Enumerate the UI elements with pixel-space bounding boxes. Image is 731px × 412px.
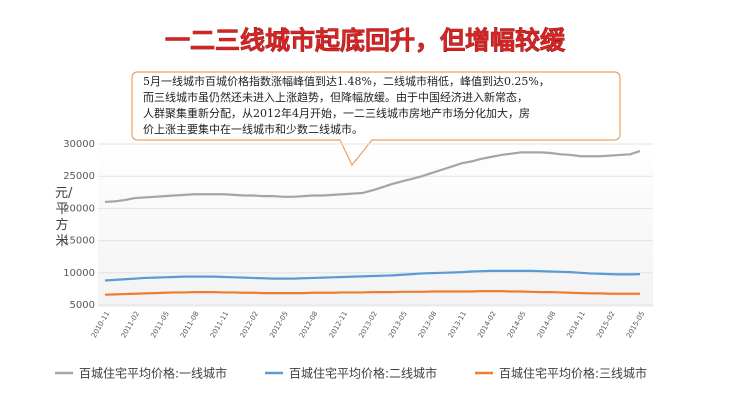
- x-tick-label: 2011-11: [209, 310, 231, 339]
- legend-label: 百城住宅平均价格:三线城市: [499, 366, 647, 381]
- x-tick-label: 2015-02: [595, 310, 617, 339]
- y-tick-label: 20000: [63, 203, 95, 214]
- x-tick-label: 2011-02: [120, 310, 142, 339]
- x-tick-label: 2014-11: [565, 310, 587, 339]
- x-tick-label: 2015-05: [625, 310, 647, 339]
- series-line: [104, 269, 641, 282]
- annotation-line: 人群聚集重新分配，从2012年4月开始，一二三线城市房地产市场分化加大，房: [143, 106, 530, 120]
- y-tick-label: 10000: [63, 268, 95, 279]
- y-tick-label: 30000: [63, 139, 95, 150]
- series-line: [104, 290, 640, 296]
- x-tick-label: 2014-08: [536, 310, 558, 339]
- x-tick-label: 2012-02: [239, 310, 261, 339]
- callout-box: [131, 71, 621, 167]
- x-tick-label: 2013-08: [417, 310, 439, 339]
- legend-label: 百城住宅平均价格:二线城市: [289, 366, 437, 381]
- y-axis-label: 元/平方米: [55, 186, 73, 249]
- legend-label: 百城住宅平均价格:一线城市: [79, 366, 227, 381]
- y-tick-label: 15000: [63, 236, 95, 247]
- x-tick-label: 2013-02: [357, 310, 379, 339]
- annotation-line: 5月一线城市百城价格指数涨幅峰值到达1.48%，二线城市稍低，峰值到达0.25%…: [143, 74, 550, 88]
- x-tick-label: 2012-05: [268, 310, 290, 339]
- annotation-line: 而三线城市虽仍然还未进入上涨趋势，但降幅放缓。由于中国经济进入新常态，: [143, 90, 528, 104]
- x-tick-label: 2011-08: [179, 310, 201, 339]
- annotation-line: 价上涨主要集中在一线城市和少数二线城市。: [143, 122, 363, 136]
- x-tick-label: 2013-05: [387, 310, 409, 339]
- x-tick-label: 2012-11: [328, 310, 350, 339]
- x-tick-label: 2011-05: [149, 310, 171, 339]
- x-tick-label: 2010-11: [90, 310, 112, 339]
- x-tick-label: 2014-05: [506, 310, 528, 339]
- plot-area: [98, 135, 653, 307]
- x-tick-label: 2014-02: [476, 310, 498, 339]
- x-tick-label: 2012-08: [298, 310, 320, 339]
- chart-title: 一二三线城市起底回升，但增幅较缓: [165, 26, 566, 55]
- y-tick-label: 5000: [70, 300, 95, 311]
- y-tick-label: 25000: [63, 171, 95, 182]
- series-line: [104, 150, 641, 204]
- x-tick-label: 2013-11: [447, 310, 469, 339]
